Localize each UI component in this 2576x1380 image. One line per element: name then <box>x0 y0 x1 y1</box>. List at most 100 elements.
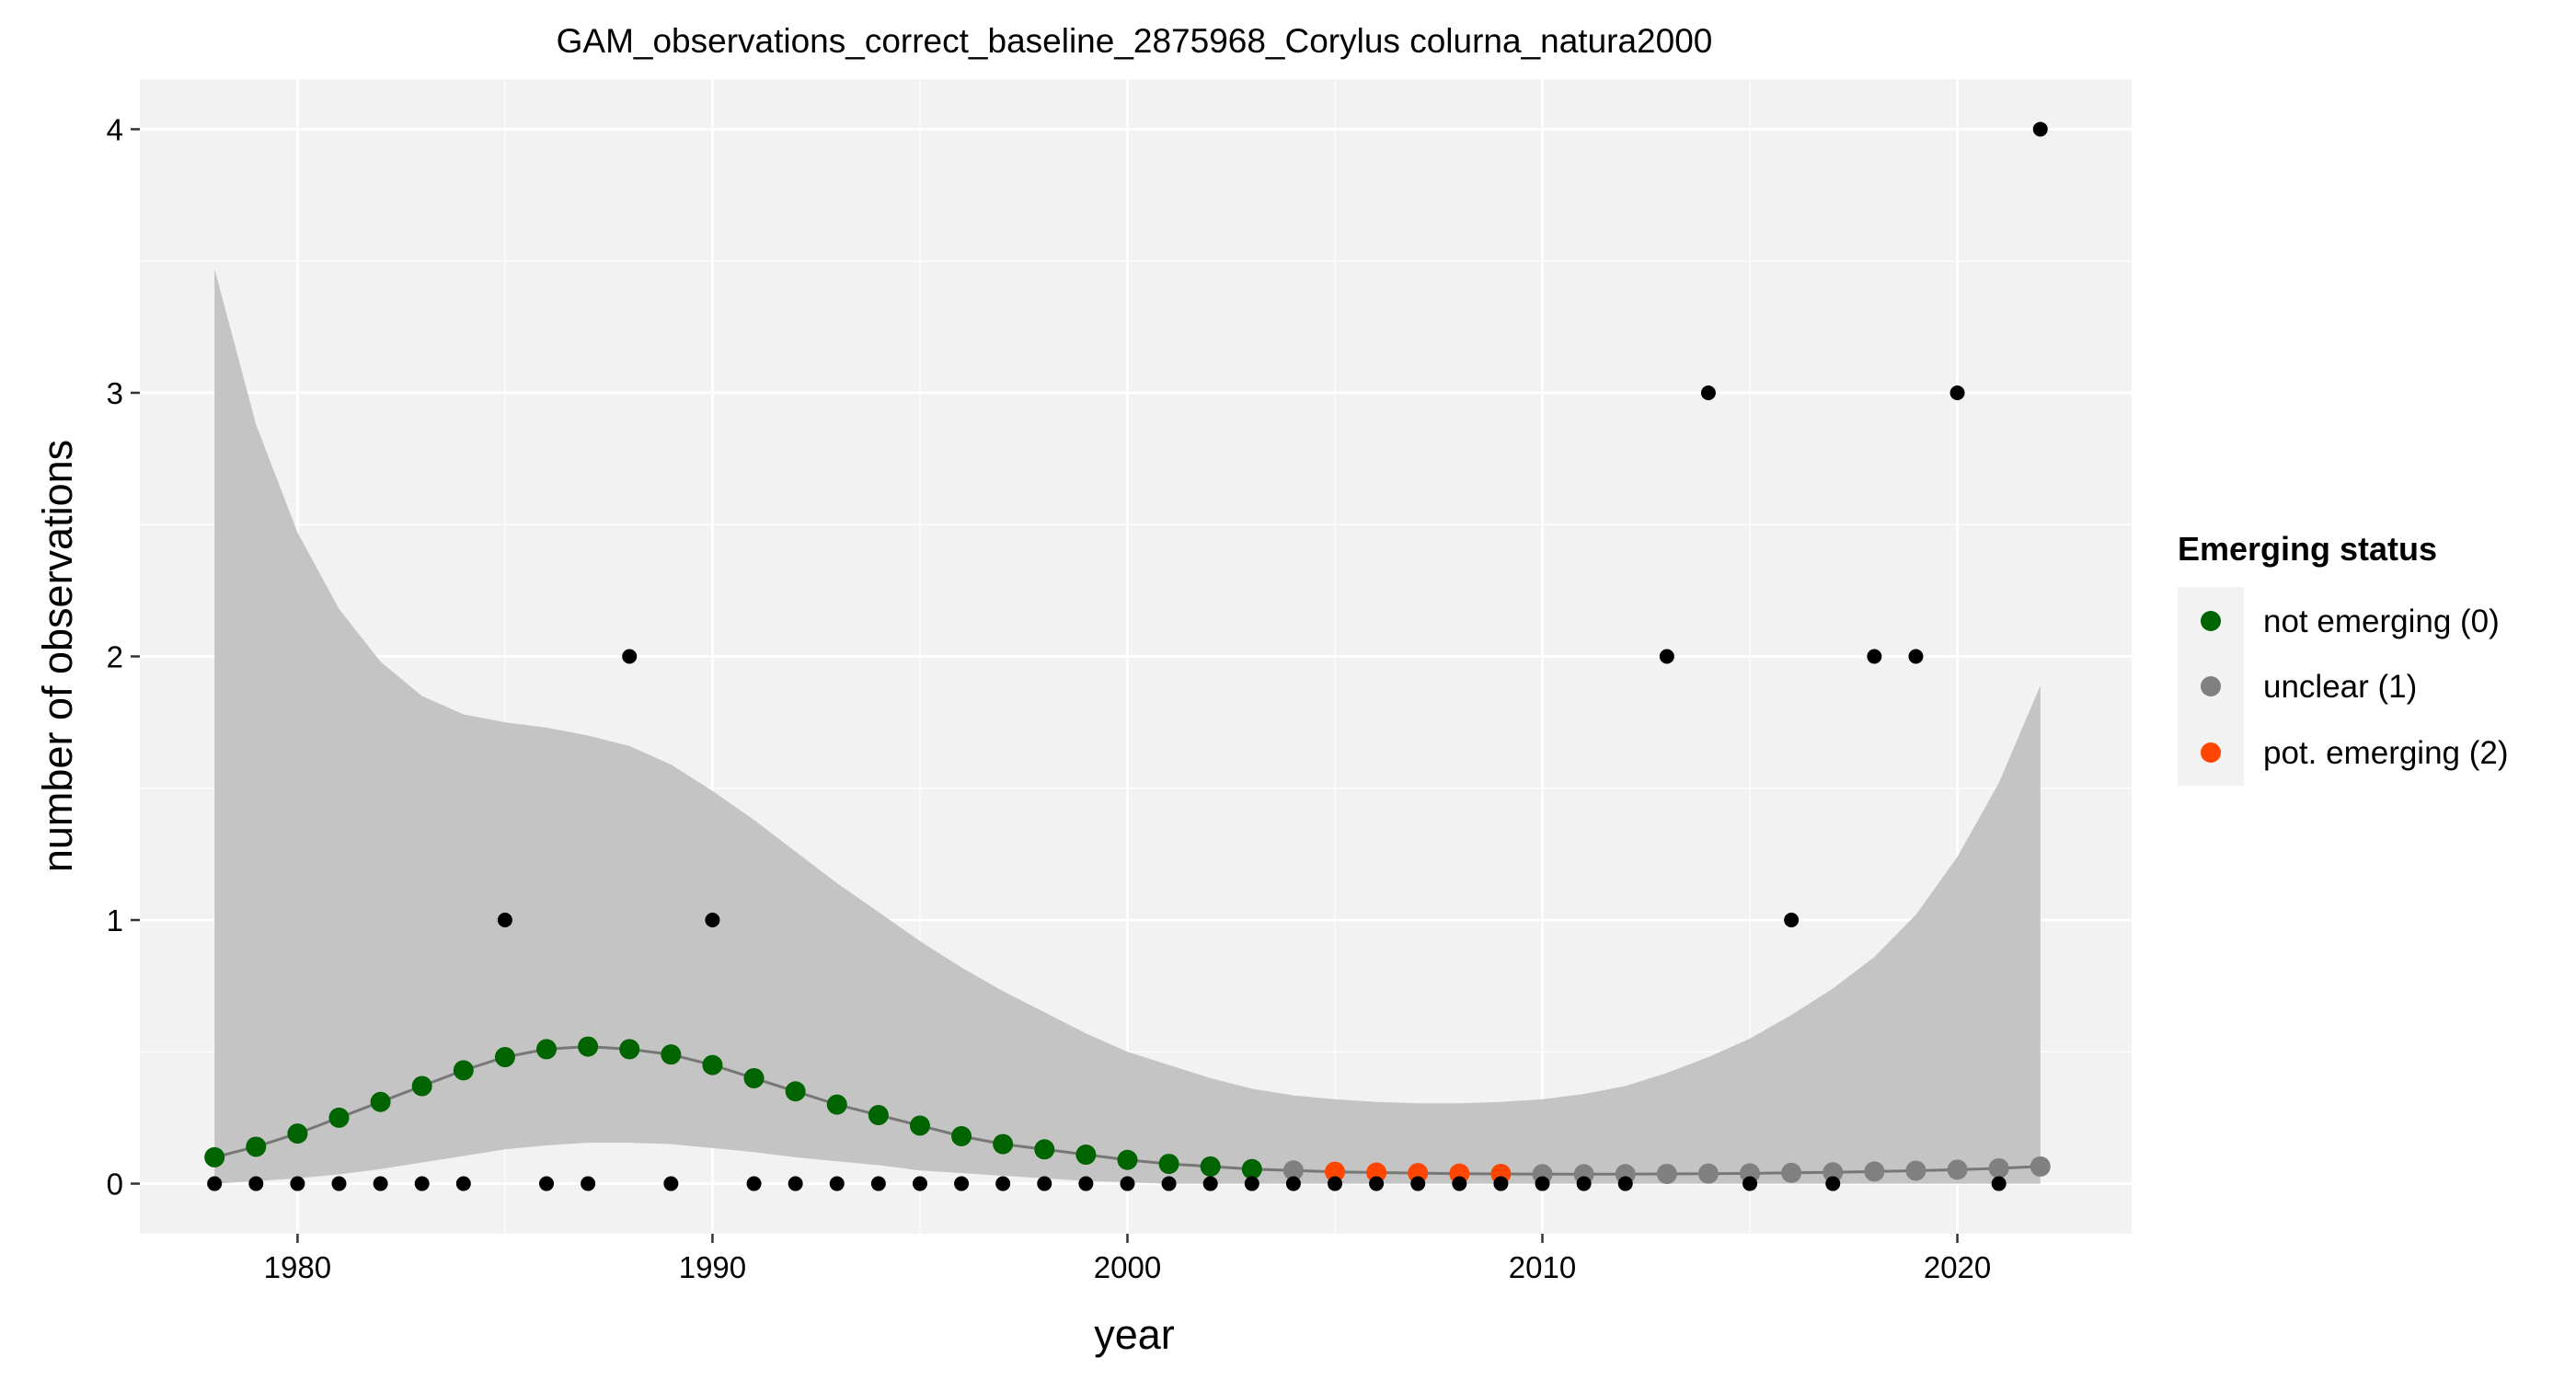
observation-point <box>954 1176 970 1191</box>
legend-label-unclear: unclear (1) <box>2263 669 2417 705</box>
y-tick-label: 0 <box>107 1167 123 1202</box>
observation-point <box>1037 1176 1052 1191</box>
observation-point <box>1700 385 1716 400</box>
observation-point <box>1617 1176 1633 1191</box>
gam-fit-point <box>494 1047 515 1068</box>
observation-point <box>705 913 720 928</box>
legend-label-not-emerging: not emerging (0) <box>2263 604 2500 639</box>
gam-fit-point <box>1823 1162 1844 1183</box>
observation-point <box>497 913 512 928</box>
gam-fit-point <box>578 1036 599 1057</box>
gam-fit-point <box>1158 1154 1179 1175</box>
observation-point <box>1285 1176 1301 1191</box>
chart-title: GAM_observations_correct_baseline_287596… <box>557 22 1713 60</box>
gam-fit-point <box>826 1094 847 1115</box>
gam-fit-point <box>1656 1163 1677 1184</box>
legend-label-pot-emerging: pot. emerging (2) <box>2263 735 2509 771</box>
observation-point <box>870 1176 886 1191</box>
x-tick-label: 1980 <box>264 1250 331 1284</box>
gam-fit-point <box>1282 1160 1304 1181</box>
observation-point <box>1991 1176 2007 1191</box>
observation-point <box>788 1176 803 1191</box>
observation-point <box>207 1176 223 1191</box>
observation-point <box>1576 1176 1592 1191</box>
observation-point <box>663 1176 679 1191</box>
gam-fit-point <box>1988 1157 2009 1179</box>
gam-fit-points <box>204 1036 2051 1185</box>
confidence-ribbon <box>214 269 2041 1184</box>
observation-point <box>290 1176 305 1191</box>
gam-fit-point <box>453 1060 474 1081</box>
legend-title: Emerging status <box>2178 530 2437 568</box>
y-tick-label: 4 <box>107 112 123 146</box>
observation-point <box>1535 1176 1550 1191</box>
observation-point <box>539 1176 555 1191</box>
x-tick-label: 2000 <box>1094 1250 1161 1284</box>
x-axis-title: year <box>1094 1311 1175 1358</box>
observation-point <box>373 1176 388 1191</box>
legend-key-unclear <box>2201 676 2221 696</box>
legend: Emerging status not emerging (0) unclear… <box>2178 530 2509 786</box>
y-axis: 0 1 2 3 4 <box>107 112 140 1202</box>
observation-point <box>746 1176 762 1191</box>
gam-fit-point <box>1864 1161 1885 1182</box>
observation-point <box>995 1176 1011 1191</box>
y-tick-label: 2 <box>107 640 123 674</box>
gam-fit-point <box>1947 1159 1968 1180</box>
observation-point <box>1949 385 1965 400</box>
x-tick-label: 1990 <box>679 1250 746 1284</box>
observation-point <box>1784 913 1800 928</box>
gam-fit-point <box>868 1105 889 1126</box>
observation-point <box>248 1176 264 1191</box>
observation-point <box>1908 649 1924 664</box>
gam-fit-point <box>619 1039 640 1060</box>
observation-point <box>1120 1176 1135 1191</box>
gam-fit-point <box>1408 1163 1429 1184</box>
gam-fit-point <box>328 1107 350 1128</box>
observation-point <box>1328 1176 1342 1191</box>
observation-point <box>1078 1176 1094 1191</box>
x-tick-label: 2020 <box>1924 1250 1991 1284</box>
observation-point <box>2032 121 2048 137</box>
observation-point <box>331 1176 347 1191</box>
gam-fit-point <box>246 1136 267 1157</box>
observation-point <box>829 1176 845 1191</box>
observation-point <box>622 649 638 664</box>
gam-fit-point <box>536 1039 558 1060</box>
y-tick-label: 3 <box>107 376 123 410</box>
observation-point <box>1867 649 1882 664</box>
observation-point <box>1202 1176 1218 1191</box>
observation-point <box>1659 649 1674 664</box>
gam-fit-point <box>1905 1160 1926 1181</box>
observation-point <box>581 1176 596 1191</box>
y-tick-label: 1 <box>107 903 123 937</box>
gam-fit-point <box>287 1123 308 1144</box>
observation-point <box>1161 1176 1177 1191</box>
legend-key-not-emerging <box>2201 611 2221 631</box>
observation-point <box>1244 1176 1259 1191</box>
y-axis-title: number of observations <box>34 440 81 872</box>
observation-point <box>1825 1176 1841 1191</box>
gam-fit-point <box>1325 1161 1345 1182</box>
gam-fit-point <box>1781 1162 1802 1183</box>
gam-fit-point <box>2030 1156 2051 1177</box>
gam-fit-point <box>1697 1163 1719 1184</box>
gam-fit-point <box>1075 1144 1097 1166</box>
gam-fit-point <box>909 1115 930 1136</box>
observation-points <box>207 121 2048 1191</box>
gam-fit-point <box>993 1133 1014 1155</box>
gam-fit-point <box>661 1044 682 1065</box>
observation-point <box>1452 1176 1467 1191</box>
x-tick-label: 2010 <box>1509 1250 1576 1284</box>
gam-fit-point <box>785 1081 806 1102</box>
gam-fit-point <box>1117 1149 1138 1170</box>
gam-fit-point <box>204 1146 225 1167</box>
observation-point <box>912 1176 927 1191</box>
gam-fit-point <box>411 1075 432 1097</box>
gam-fit-point <box>1366 1162 1387 1183</box>
gam-fit-point <box>1200 1156 1221 1177</box>
legend-key-pot-emerging <box>2201 742 2221 763</box>
observation-point <box>1410 1176 1426 1191</box>
gam-fit-point <box>702 1054 723 1075</box>
